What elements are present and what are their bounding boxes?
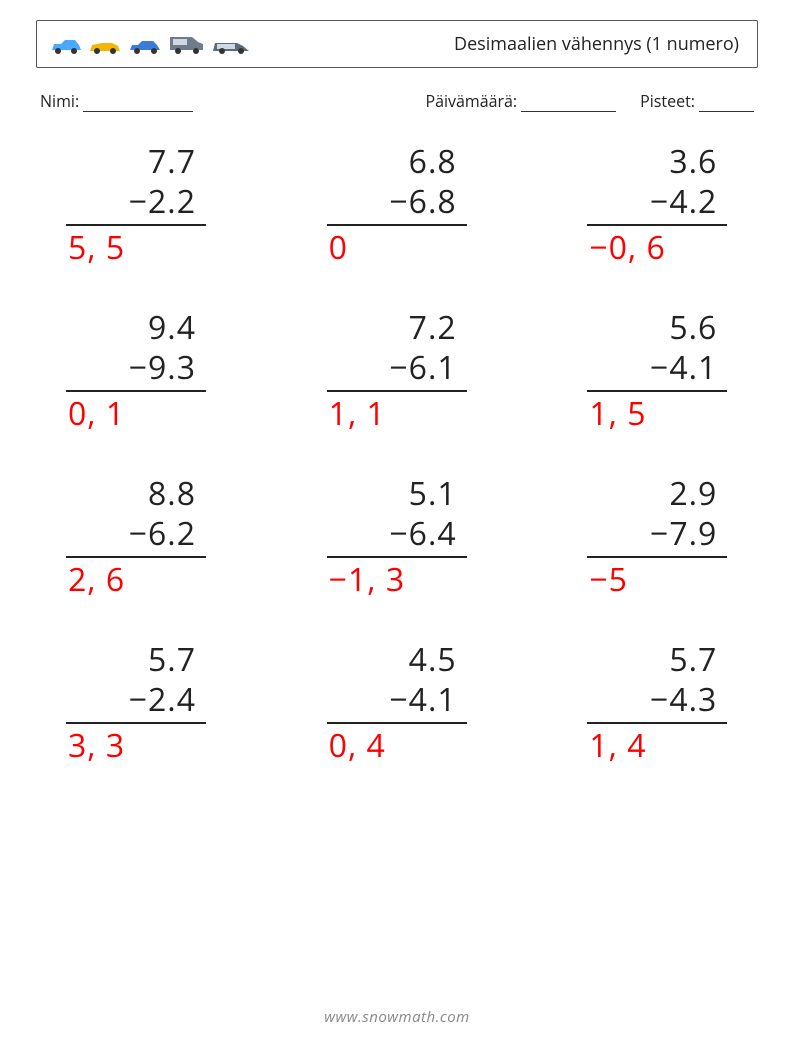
subtrahend: −2.4 <box>66 680 206 724</box>
meta-line: Nimi: Päivämäärä: Pisteet: <box>36 90 758 112</box>
van-icon <box>168 33 206 55</box>
minuend: 7.7 <box>66 142 206 182</box>
date-label: Päivämäärä: <box>425 90 517 112</box>
footer-url: www.snowmath.com <box>0 1007 794 1027</box>
answer: 0, 4 <box>327 724 467 766</box>
answer: 3, 3 <box>66 724 206 766</box>
problem: 3.6−4.2−0, 6 <box>587 142 727 268</box>
score-label: Pisteet: <box>640 90 695 112</box>
answer: 1, 1 <box>327 392 467 434</box>
minuend: 9.4 <box>66 308 206 348</box>
subtrahend: −9.3 <box>66 348 206 392</box>
problem: 5.6−4.11, 5 <box>587 308 727 434</box>
minuend: 5.6 <box>587 308 727 348</box>
date-blank <box>521 97 616 112</box>
subtrahend: −4.2 <box>587 182 727 226</box>
subtrahend: −4.1 <box>587 348 727 392</box>
minuend: 4.5 <box>327 640 467 680</box>
name-blank <box>83 97 193 112</box>
car-icon <box>88 39 122 55</box>
problem: 5.1−6.4−1, 3 <box>327 474 467 600</box>
minuend: 5.7 <box>66 640 206 680</box>
date-field: Päivämäärä: <box>425 90 616 112</box>
problem: 4.5−4.10, 4 <box>327 640 467 766</box>
subtrahend: −6.8 <box>327 182 467 226</box>
title-bar: Desimaalien vähennys (1 numero) <box>36 20 758 68</box>
problem: 2.9−7.9−5 <box>587 474 727 600</box>
car-icon <box>127 37 163 55</box>
car-icon <box>49 37 83 55</box>
subtrahend: −2.2 <box>66 182 206 226</box>
problem: 8.8−6.22, 6 <box>66 474 206 600</box>
minuend: 3.6 <box>587 142 727 182</box>
answer: 0 <box>327 226 467 268</box>
problem: 6.8−6.80 <box>327 142 467 268</box>
car-icons <box>49 33 251 55</box>
name-label: Nimi: <box>40 90 79 112</box>
subtrahend: −6.1 <box>327 348 467 392</box>
answer: 2, 6 <box>66 558 206 600</box>
answer: 1, 4 <box>587 724 727 766</box>
worksheet-page: Desimaalien vähennys (1 numero) Nimi: Pä… <box>0 0 794 766</box>
minuend: 5.7 <box>587 640 727 680</box>
subtrahend: −7.9 <box>587 514 727 558</box>
name-field: Nimi: <box>40 90 193 112</box>
problem: 5.7−4.31, 4 <box>587 640 727 766</box>
answer: −5 <box>587 558 727 600</box>
subtrahend: −4.1 <box>327 680 467 724</box>
subtrahend: −4.3 <box>587 680 727 724</box>
answer: 5, 5 <box>66 226 206 268</box>
subtrahend: −6.4 <box>327 514 467 558</box>
answer: 0, 1 <box>66 392 206 434</box>
score-field: Pisteet: <box>640 90 754 112</box>
minuend: 7.2 <box>327 308 467 348</box>
problem: 7.2−6.11, 1 <box>327 308 467 434</box>
problem: 9.4−9.30, 1 <box>66 308 206 434</box>
problem: 7.7−2.25, 5 <box>66 142 206 268</box>
score-blank <box>699 97 754 112</box>
minuend: 6.8 <box>327 142 467 182</box>
wagon-icon <box>211 37 251 55</box>
answer: −0, 6 <box>587 226 727 268</box>
problem: 5.7−2.43, 3 <box>66 640 206 766</box>
problems-grid: 7.7−2.25, 56.8−6.803.6−4.2−0, 69.4−9.30,… <box>36 142 758 766</box>
minuend: 8.8 <box>66 474 206 514</box>
minuend: 2.9 <box>587 474 727 514</box>
worksheet-title: Desimaalien vähennys (1 numero) <box>251 32 745 56</box>
answer: −1, 3 <box>327 558 467 600</box>
minuend: 5.1 <box>327 474 467 514</box>
subtrahend: −6.2 <box>66 514 206 558</box>
answer: 1, 5 <box>587 392 727 434</box>
